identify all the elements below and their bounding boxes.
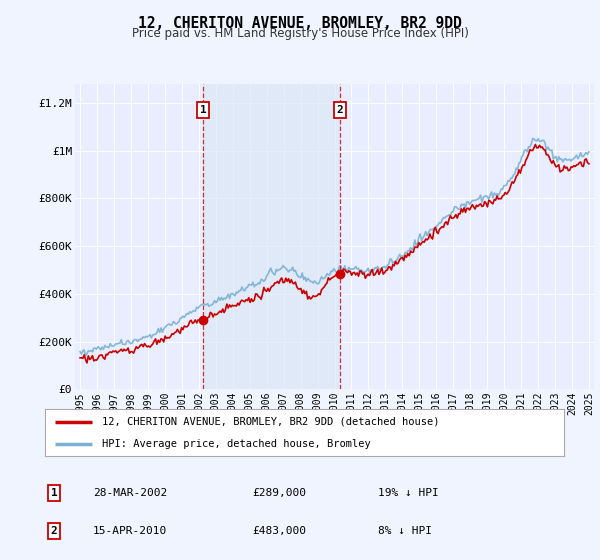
Text: 15-APR-2010: 15-APR-2010 <box>93 526 167 536</box>
Text: 1: 1 <box>50 488 58 498</box>
Text: 8% ↓ HPI: 8% ↓ HPI <box>378 526 432 536</box>
Text: 1: 1 <box>200 105 206 115</box>
Text: 2: 2 <box>50 526 58 536</box>
Text: 12, CHERITON AVENUE, BROMLEY, BR2 9DD (detached house): 12, CHERITON AVENUE, BROMLEY, BR2 9DD (d… <box>102 417 440 427</box>
Text: Price paid vs. HM Land Registry's House Price Index (HPI): Price paid vs. HM Land Registry's House … <box>131 27 469 40</box>
Text: 2: 2 <box>337 105 343 115</box>
Text: 28-MAR-2002: 28-MAR-2002 <box>93 488 167 498</box>
Bar <box>203 84 340 389</box>
Text: £483,000: £483,000 <box>252 526 306 536</box>
Text: 19% ↓ HPI: 19% ↓ HPI <box>378 488 439 498</box>
Text: HPI: Average price, detached house, Bromley: HPI: Average price, detached house, Brom… <box>102 438 371 449</box>
Text: £289,000: £289,000 <box>252 488 306 498</box>
Text: 12, CHERITON AVENUE, BROMLEY, BR2 9DD: 12, CHERITON AVENUE, BROMLEY, BR2 9DD <box>138 16 462 31</box>
